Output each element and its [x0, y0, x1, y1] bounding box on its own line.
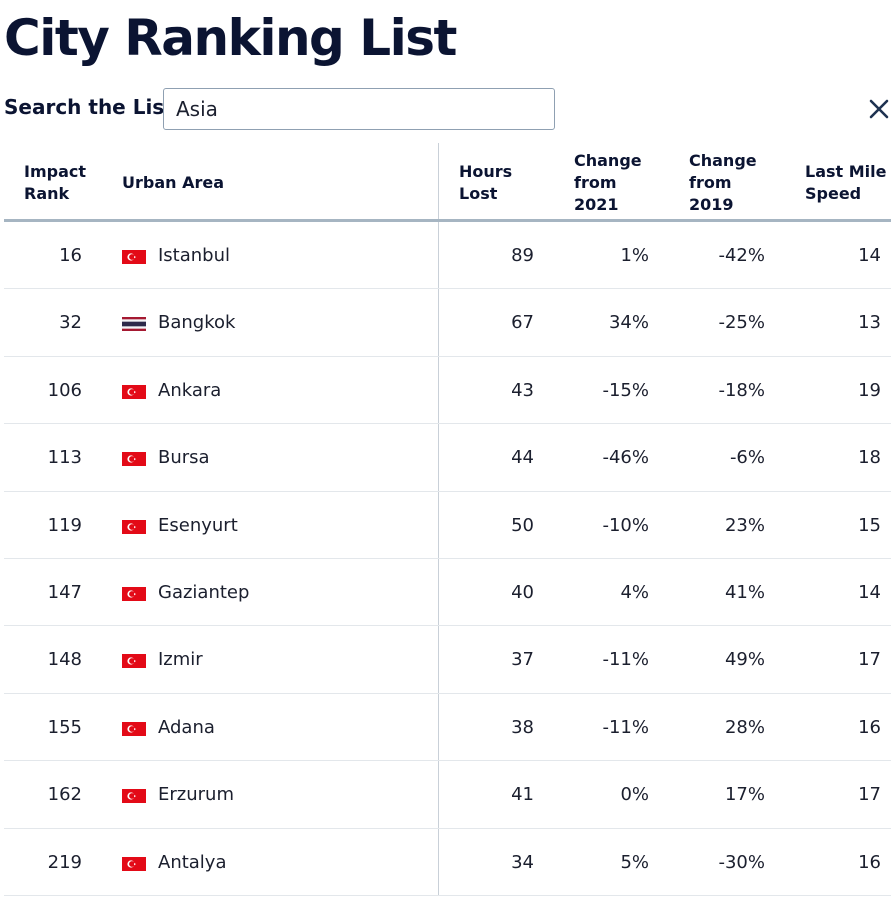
column-header-impact-rank[interactable]: Impact Rank [24, 162, 87, 203]
turkey-flag-icon [122, 519, 146, 534]
cell-urban-area[interactable]: Erzurum [158, 784, 234, 806]
close-icon[interactable] [866, 96, 891, 122]
cell-hours-lost: 43 [511, 379, 534, 401]
cell-hours-lost: 89 [511, 245, 534, 266]
search-label: Search the List [4, 95, 174, 119]
cell-change-from-2019: -18% [718, 379, 765, 401]
turkey-flag-icon [122, 721, 146, 736]
search-input[interactable] [163, 88, 555, 130]
cell-change-from-2021: -11% [602, 649, 649, 671]
turkey-flag-icon [122, 452, 146, 467]
cell-impact-rank: 148 [47, 649, 82, 671]
cell-last-mile-speed: 15 [858, 514, 881, 536]
column-header-urban-area[interactable]: Urban Area [122, 173, 225, 192]
cell-change-from-2019: 28% [724, 716, 765, 738]
column-header-change-from-2021[interactable]: Change from 2021 [574, 151, 642, 214]
cell-change-from-2021: -10% [602, 514, 649, 536]
table-row: 219 Antalya 34 5% -30% 16 [4, 829, 891, 896]
cell-hours-lost: 50 [511, 514, 534, 536]
turkey-flag-icon [122, 856, 146, 871]
cell-urban-area[interactable]: Istanbul [158, 245, 231, 266]
cell-last-mile-speed: 16 [858, 716, 881, 738]
table-body: 16 Istanbul 89 1% -42% 14 32 Bangkok 67 34% -25% 13… [4, 222, 891, 896]
ranking-table: Impact Rank Urban Area Hours Lost Change… [4, 143, 891, 896]
cell-impact-rank: 16 [59, 245, 82, 266]
cell-change-from-2021: -15% [602, 379, 649, 401]
cell-last-mile-speed: 18 [858, 447, 881, 469]
table-row: 148 Izmir 37 -11% 49% 17 [4, 626, 891, 694]
cell-urban-area[interactable]: Bangkok [158, 312, 236, 334]
cell-change-from-2021: 5% [620, 851, 649, 873]
turkey-flag-icon [122, 586, 146, 601]
cell-last-mile-speed: 19 [858, 379, 881, 401]
cell-last-mile-speed: 13 [858, 312, 881, 334]
cell-impact-rank: 155 [47, 716, 82, 738]
column-header-last-mile-speed[interactable]: Last Mile Speed [805, 162, 887, 203]
cell-last-mile-speed: 14 [858, 581, 881, 603]
cell-change-from-2021: 0% [620, 784, 649, 806]
cell-last-mile-speed: 14 [858, 245, 881, 266]
cell-impact-rank: 162 [47, 784, 82, 806]
table-row: 16 Istanbul 89 1% -42% 14 [4, 222, 891, 290]
turkey-flag-icon [122, 384, 146, 399]
cell-impact-rank: 119 [47, 514, 82, 536]
column-header-change-from-2019[interactable]: Change from 2019 [689, 151, 757, 214]
table-header-row: Impact Rank Urban Area Hours Lost Change… [4, 143, 891, 222]
cell-hours-lost: 38 [511, 716, 534, 738]
turkey-flag-icon [122, 250, 146, 264]
table-row: 155 Adana 38 -11% 28% 16 [4, 694, 891, 762]
table-row: 162 Erzurum 41 0% 17% 17 [4, 761, 891, 829]
cell-hours-lost: 37 [511, 649, 534, 671]
cell-change-from-2021: -11% [602, 716, 649, 738]
cell-urban-area[interactable]: Adana [158, 716, 215, 738]
cell-impact-rank: 113 [47, 447, 82, 469]
cell-impact-rank: 32 [59, 312, 82, 334]
table-row: 113 Bursa 44 -46% -6% 18 [4, 424, 891, 492]
cell-change-from-2021: 4% [620, 581, 649, 603]
cell-hours-lost: 40 [511, 581, 534, 603]
cell-last-mile-speed: 16 [858, 851, 881, 873]
column-divider [438, 143, 439, 896]
turkey-flag-icon [122, 789, 146, 804]
cell-change-from-2019: -6% [729, 447, 765, 469]
cell-urban-area[interactable]: Gaziantep [158, 581, 250, 603]
column-header-hours-lost[interactable]: Hours Lost [459, 162, 513, 203]
table-row: 106 Ankara 43 -15% -18% 19 [4, 357, 891, 425]
cell-urban-area[interactable]: Esenyurt [158, 514, 238, 536]
cell-change-from-2019: 17% [724, 784, 765, 806]
cell-change-from-2021: -46% [602, 447, 649, 469]
cell-last-mile-speed: 17 [858, 649, 881, 671]
cell-urban-area[interactable]: Bursa [158, 447, 210, 469]
cell-urban-area[interactable]: Ankara [158, 379, 222, 401]
page-title: City Ranking List [4, 9, 457, 67]
cell-change-from-2021: 34% [608, 312, 649, 334]
cell-urban-area[interactable]: Antalya [158, 851, 227, 873]
cell-hours-lost: 34 [511, 851, 534, 873]
cell-hours-lost: 44 [511, 447, 534, 469]
cell-change-from-2019: 23% [724, 514, 765, 536]
cell-change-from-2019: -30% [718, 851, 765, 873]
cell-hours-lost: 67 [511, 312, 534, 334]
cell-change-from-2019: -42% [718, 245, 765, 266]
table-row: 119 Esenyurt 50 -10% 23% 15 [4, 492, 891, 559]
cell-impact-rank: 106 [47, 379, 82, 401]
cell-impact-rank: 219 [47, 851, 82, 873]
turkey-flag-icon [122, 654, 146, 669]
cell-last-mile-speed: 17 [858, 784, 881, 806]
cell-urban-area[interactable]: Izmir [158, 649, 203, 671]
thailand-flag-icon [122, 317, 146, 332]
cell-change-from-2021: 1% [620, 245, 649, 266]
cell-change-from-2019: -25% [718, 312, 765, 334]
cell-hours-lost: 41 [511, 784, 534, 806]
cell-impact-rank: 147 [47, 581, 82, 603]
table-row: 32 Bangkok 67 34% -25% 13 [4, 289, 891, 357]
cell-change-from-2019: 49% [724, 649, 765, 671]
table-row: 147 Gaziantep 40 4% 41% 14 [4, 559, 891, 627]
cell-change-from-2019: 41% [724, 581, 765, 603]
